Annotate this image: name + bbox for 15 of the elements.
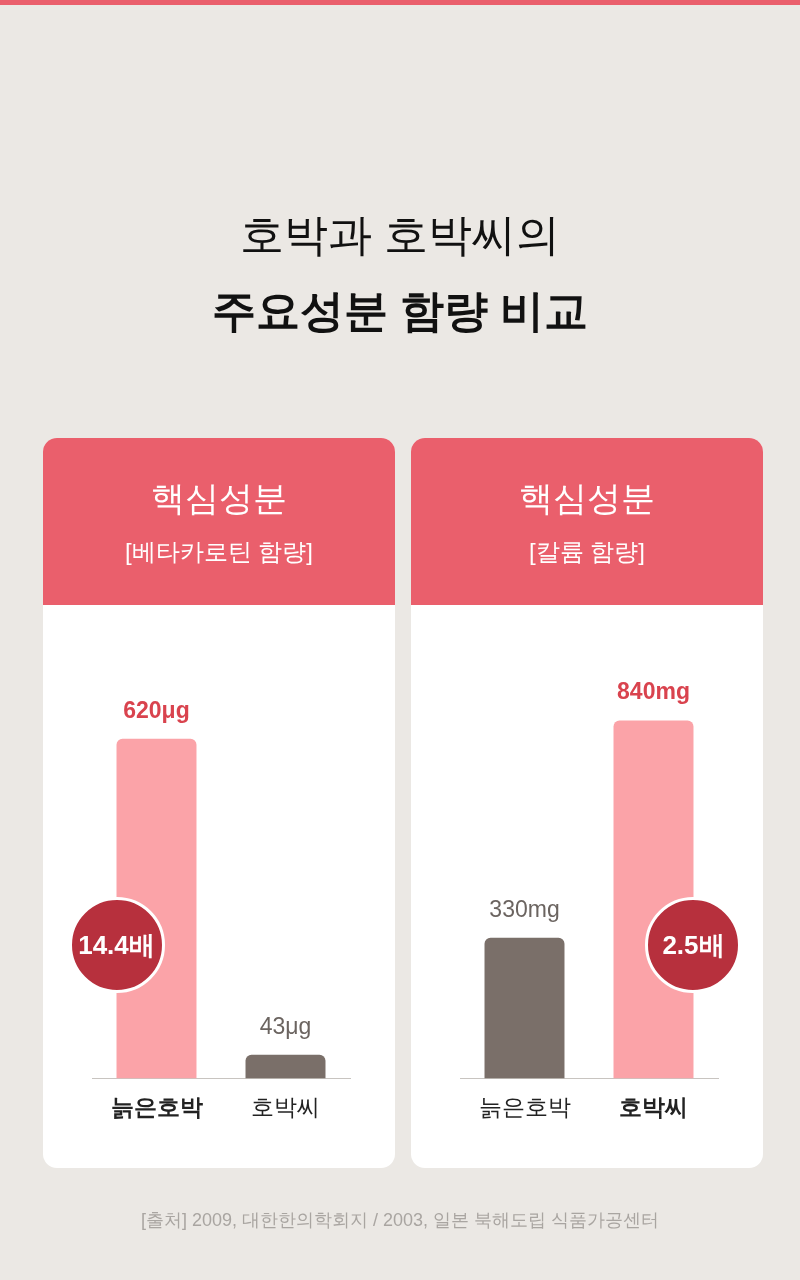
- x-tick-label: 늙은호박: [110, 1093, 203, 1120]
- chart-title: 핵심성분: [518, 478, 656, 519]
- text: 주요성분 함량 비교: [210, 285, 590, 337]
- text: [출처] 2009, 대한한의학회지 / 2003, 일본 북해도립 식품가공센터: [139, 1209, 661, 1232]
- data-label: 620μg: [123, 696, 190, 723]
- data-label: 43μg: [259, 1012, 312, 1039]
- chart-subtitle: [칼륨 함량]: [528, 537, 646, 567]
- text: 호박과 호박씨의: [238, 209, 562, 261]
- data-label: 840mg: [617, 678, 690, 705]
- chart-title: 핵심성분: [150, 478, 288, 519]
- x-tick-label: 늙은호박: [478, 1093, 571, 1120]
- chart-subtitle: [베타카로틴 함량]: [124, 537, 314, 567]
- x-tick-label: 호박씨: [251, 1093, 320, 1120]
- x-tick-label: 호박씨: [619, 1093, 688, 1120]
- data-label: 330mg: [489, 895, 560, 922]
